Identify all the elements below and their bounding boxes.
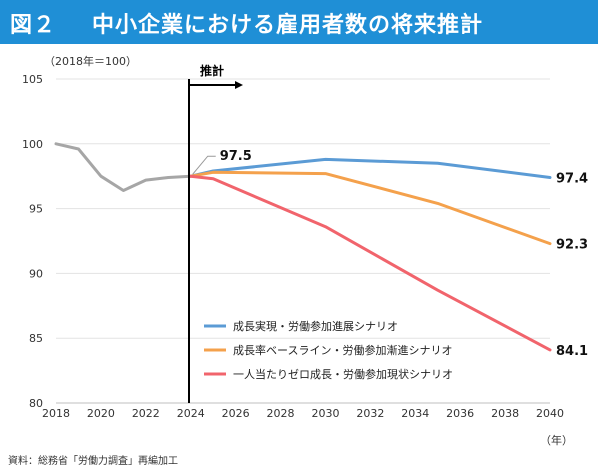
base-year-note: （2018年＝100）	[44, 54, 137, 68]
y-tick-label: 95	[29, 203, 43, 216]
x-tick-label: 2020	[87, 407, 115, 420]
x-tick-label: 2032	[356, 407, 384, 420]
title-bar: 図２ 中小企業における雇用者数の将来推計	[0, 0, 598, 44]
y-tick-label: 90	[29, 267, 43, 280]
chart-title: 中小企業における雇用者数の将来推計	[92, 13, 484, 38]
x-tick-label: 2022	[132, 407, 160, 420]
y-tick-label: 80	[29, 397, 43, 410]
x-tick-label: 2038	[491, 407, 519, 420]
value-label: 97.4	[556, 171, 588, 186]
x-tick-label: 2034	[401, 407, 429, 420]
y-tick-label: 105	[22, 73, 43, 86]
x-tick-label: 2036	[446, 407, 474, 420]
forecast-arrow-head	[235, 81, 243, 89]
employment-forecast-chart: 80 85 90 95 100 105 2018 2020 2022 2024 2026 2028 20…	[8, 54, 588, 467]
legend-label-baseline: 成長率ベースライン・労働参加漸進シナリオ	[233, 343, 452, 357]
legend: 成長実現・労働参加進展シナリオ成長率ベースライン・労働参加漸進シナリオ一人当たり…	[204, 319, 453, 381]
series-layer	[54, 142, 552, 352]
x-tick-label: 2018	[42, 407, 70, 420]
tick-label-layer: 80 85 90 95 100 105 2018 2020 2022 2024 2026 2028 20…	[22, 73, 564, 420]
x-axis-unit: （年）	[540, 433, 573, 447]
value-label: 92.3	[556, 238, 588, 253]
series-line-zero	[189, 174, 552, 352]
x-tick-label: 2024	[177, 407, 205, 420]
value-label: 97.5	[220, 149, 252, 164]
x-tick-label: 2040	[536, 407, 564, 420]
x-tick-label: 2028	[267, 407, 295, 420]
value-label-layer: 97.5 97.4 92.3 84.1	[192, 149, 588, 359]
legend-label-zero: 一人当たりゼロ成長・労働参加現状シナリオ	[233, 367, 453, 381]
x-tick-label: 2026	[222, 407, 250, 420]
y-tick-label: 85	[29, 332, 43, 345]
forecast-label: 推計	[200, 63, 224, 78]
value-label: 84.1	[556, 344, 588, 359]
y-grid-layer	[56, 78, 550, 404]
figure-number: 図２	[10, 13, 57, 38]
value-label-leader	[192, 155, 216, 175]
series-line-baseline	[189, 170, 552, 246]
source-note: 資料：総務省「労働力調査」再編加工	[8, 454, 178, 467]
series-line-actual	[54, 142, 193, 192]
y-tick-label: 100	[22, 138, 43, 151]
legend-label-growth: 成長実現・労働参加進展シナリオ	[233, 319, 398, 333]
x-tick-label: 2030	[311, 407, 339, 420]
